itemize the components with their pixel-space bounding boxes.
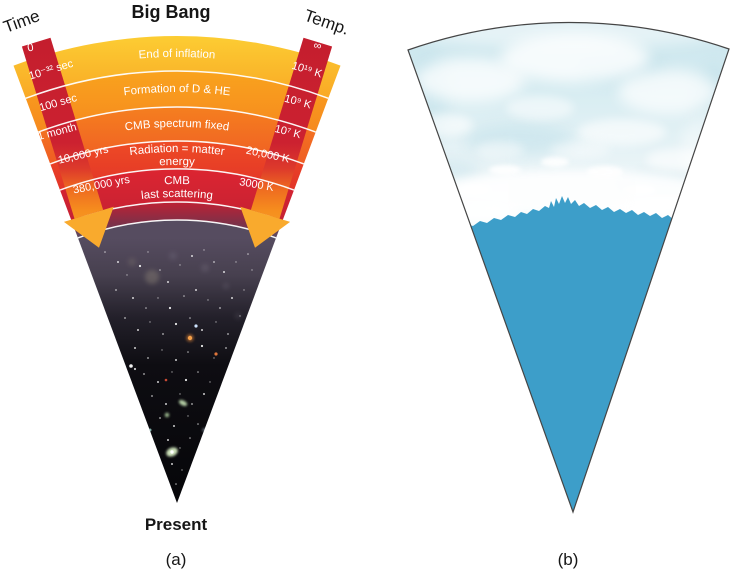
- time-axis-label: Time: [1, 6, 42, 37]
- band-cmb-last-scattering: [60, 168, 294, 221]
- star-field: [104, 249, 253, 485]
- band-radiation-matter: [50, 140, 304, 191]
- panel-a-title: Big Bang: [132, 2, 211, 22]
- temp-arrow-shaft: [250, 37, 333, 219]
- panel-b-caption: (b): [558, 550, 579, 569]
- present-label: Present: [145, 515, 208, 534]
- band-label-formation: Formation of D & HE: [123, 83, 232, 98]
- temp-arrow-head: [240, 206, 291, 248]
- bright-objects: [148, 324, 218, 457]
- panel-a-caption: (a): [166, 550, 187, 569]
- band-label-end-of-inflation: End of inflation: [138, 48, 216, 62]
- time-arrow-shaft: [21, 37, 104, 219]
- sky-below-clouds: [444, 196, 704, 513]
- band-label-cmb-fixed: CMB spectrum fixed: [124, 118, 230, 134]
- panel-b: (b): [407, 21, 730, 569]
- band-label-cmb-2: last scattering: [141, 188, 214, 202]
- temp-origin: ∞: [313, 39, 323, 52]
- band-label-radiation-2: energy: [159, 156, 195, 168]
- band-label-radiation-1: Radiation = matter: [129, 143, 226, 158]
- band-label-cmb-1: CMB: [164, 175, 190, 187]
- panel-a: End of inflation Formation of D & HE CMB…: [1, 2, 352, 569]
- band-end-of-inflation: [13, 36, 341, 99]
- temp-axis-label: Temp.: [302, 6, 352, 39]
- time-origin: 0: [26, 42, 34, 55]
- band-formation-d-he: [25, 70, 329, 133]
- cloud-wedge-outline: [407, 21, 730, 514]
- band-cmb-spectrum-fixed: [38, 107, 316, 164]
- galaxy-wedge: [77, 219, 277, 503]
- time-arrow-head: [63, 206, 114, 248]
